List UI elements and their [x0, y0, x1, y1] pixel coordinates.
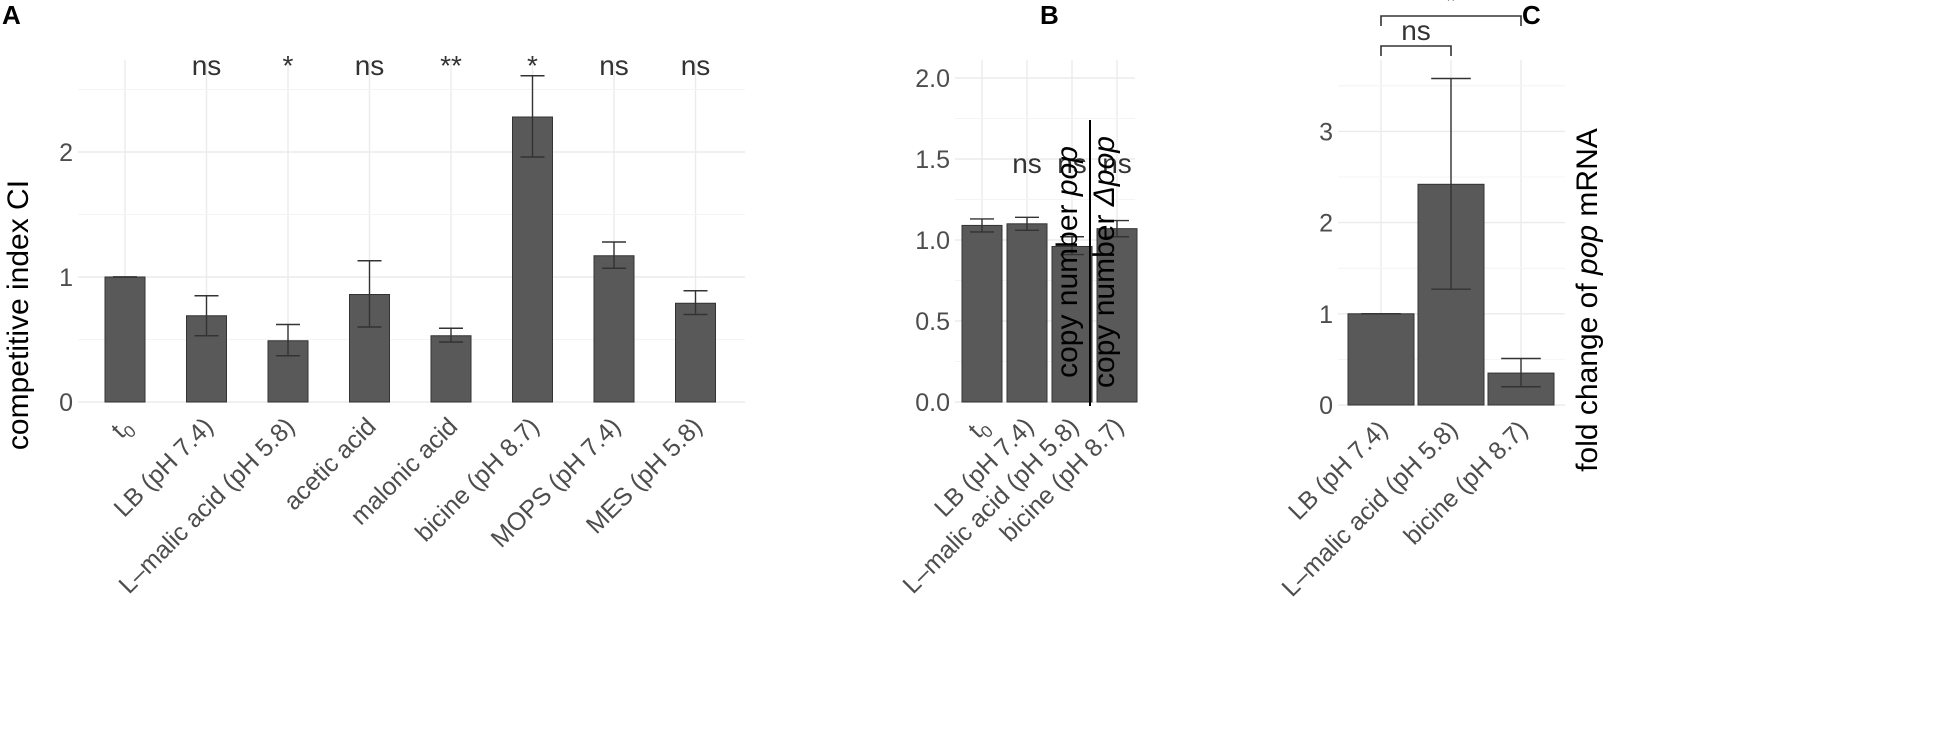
panel-b-ylabel-denominator: copy number Δpop: [1088, 136, 1121, 388]
error-bar: [1060, 236, 1084, 256]
panel-c-ylabel: fold change of pop mRNA: [1571, 128, 1604, 472]
y-tick-label: 0: [1319, 392, 1333, 420]
significance-bracket: [1380, 45, 1452, 56]
bar: [104, 276, 146, 403]
bar: [1051, 245, 1093, 403]
x-category-label: bicine (pH 8.7): [1398, 415, 1533, 550]
panel-a-gridlines: [78, 60, 745, 403]
error-bar: [1105, 219, 1129, 238]
bar: [1347, 313, 1415, 406]
panel-a-ylabel: competitive index CI: [2, 180, 35, 450]
panel-letter-a: A: [2, 0, 21, 30]
error-bar: [1431, 77, 1471, 290]
significance-label: *: [527, 50, 538, 81]
error-bar: [357, 260, 382, 328]
y-tick-label: 3: [1319, 118, 1333, 146]
panel-b-ylabel: copy number pop copy number Δpop: [1051, 120, 1121, 406]
panel-b-y-ticks: 0.0 0.5 1.0 1.5 2.0: [915, 65, 950, 417]
significance-label: ns: [1102, 148, 1132, 179]
error-bar: [970, 218, 994, 233]
bar: [593, 255, 635, 403]
significance-label: ns: [681, 50, 711, 81]
significance-label: ns: [1012, 148, 1042, 179]
panel-b-bars: [961, 216, 1138, 403]
panel-a-y-ticks: 0 1 2: [59, 139, 73, 417]
bar: [961, 224, 1003, 403]
error-bar: [439, 327, 463, 343]
panel-b-ylabel-numerator: copy number pop: [1051, 146, 1084, 378]
panel-letter-c: C: [1522, 0, 1541, 30]
panel-c-chart: 0 1 2 3 LB (pH 7.4)L–malic acid (pH 5.8)bic…: [1276, 0, 1604, 602]
error-bar: [683, 290, 708, 316]
panel-b-significance: ns ns ns: [1012, 148, 1132, 179]
significance-label: *: [283, 50, 294, 81]
significance-label: ns: [192, 50, 222, 81]
error-bar: [1015, 216, 1039, 231]
y-tick-label: 0.0: [915, 389, 950, 417]
y-tick-label: 0.5: [915, 308, 950, 336]
panel-a-significance: ns * ns ** * ns ns: [192, 50, 711, 81]
significance-label: ns: [355, 50, 385, 81]
y-tick-label: 0: [59, 389, 73, 417]
bracket-label: ns: [1401, 15, 1431, 46]
significance-label: ns: [599, 50, 629, 81]
bar: [430, 335, 472, 403]
bar: [512, 116, 553, 403]
y-tick-label: 1: [1319, 301, 1333, 329]
panel-c-y-ticks: 0 1 2 3: [1319, 118, 1333, 420]
error-bar: [602, 241, 626, 269]
x-category-label: t0: [106, 412, 140, 446]
y-tick-label: 2: [1319, 210, 1333, 238]
y-tick-label: 1.0: [915, 227, 950, 255]
error-bar: [1501, 357, 1541, 388]
bar: [1096, 228, 1138, 403]
y-tick-label: 1: [59, 264, 73, 292]
bar: [1006, 223, 1048, 403]
y-tick-label: 1.5: [915, 146, 950, 174]
significance-label: ns: [1057, 148, 1087, 179]
panel-a-bars: [104, 75, 716, 403]
bar: [186, 315, 227, 403]
error-bar: [276, 323, 300, 357]
panel-c-brackets: ns *: [1380, 0, 1522, 56]
significance-label: **: [440, 50, 462, 81]
significance-bracket: [1380, 15, 1522, 26]
bar: [675, 302, 716, 403]
y-tick-label: 2: [59, 139, 73, 167]
panel-c-bars: [1347, 77, 1555, 406]
error-bar: [520, 75, 545, 158]
panel-c-x-labels: LB (pH 7.4)L–malic acid (pH 5.8)bicine (…: [1276, 415, 1533, 602]
bracket-label: *: [1446, 0, 1457, 16]
error-bar: [194, 295, 219, 337]
y-tick-label: 2.0: [915, 65, 950, 93]
panel-letter-b: B: [1040, 0, 1059, 30]
